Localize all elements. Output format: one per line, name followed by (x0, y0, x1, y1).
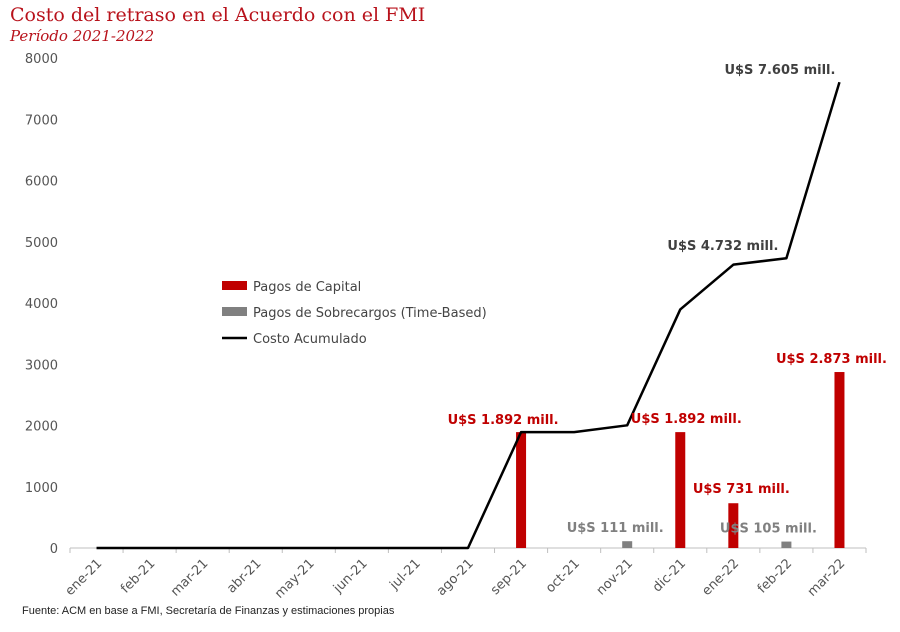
y-tick-label: 1000 (25, 481, 58, 496)
surcharge-bar (622, 541, 633, 548)
data-label: U$S 1.892 mill. (448, 413, 559, 428)
data-label: U$S 1.892 mill. (631, 412, 742, 427)
data-label: U$S 7.605 mill. (724, 63, 835, 78)
data-label: U$S 2.873 mill. (776, 352, 887, 367)
x-tick-label: mar-21 (168, 556, 211, 599)
legend-swatch (222, 307, 247, 316)
x-tick-label: nov-21 (594, 556, 636, 598)
capital-bar (834, 372, 845, 548)
x-tick-label: mar-22 (805, 556, 848, 599)
y-tick-label: 2000 (25, 420, 58, 435)
capital-bar (728, 503, 739, 548)
data-label: U$S 731 mill. (693, 482, 790, 497)
legend-swatch (222, 281, 247, 290)
x-tick-label: jun-21 (330, 556, 371, 597)
y-tick-label: 4000 (25, 297, 58, 312)
y-tick-label: 3000 (25, 358, 58, 373)
surcharge-bar (781, 541, 792, 548)
x-tick-label: ago-21 (434, 556, 477, 599)
chart-title: Costo del retraso en el Acuerdo con el F… (10, 4, 426, 26)
capital-bar (516, 432, 527, 548)
x-tick-label: ene-22 (699, 556, 742, 599)
x-tick-label: feb-22 (755, 556, 795, 596)
x-tick-label: ene-21 (63, 556, 106, 599)
y-tick-label: 8000 (25, 52, 58, 67)
data-label: U$S 105 mill. (720, 522, 817, 537)
source-note: Fuente: ACM en base a FMI, Secretaría de… (22, 605, 395, 617)
x-tick-label: jul-21 (386, 556, 423, 593)
y-tick-label: 7000 (25, 113, 58, 128)
x-tick-label: abr-21 (224, 556, 264, 596)
x-tick-label: dic-21 (650, 556, 689, 595)
capital-bar (675, 432, 686, 548)
data-label: U$S 111 mill. (567, 521, 664, 536)
x-tick-label: sep-21 (488, 556, 530, 598)
x-tick-label: oct-21 (543, 556, 583, 596)
data-label: U$S 4.732 mill. (667, 239, 778, 254)
legend-label: Pagos de Capital (253, 280, 361, 295)
y-tick-label: 5000 (25, 236, 58, 251)
x-tick-label: feb-21 (118, 556, 158, 596)
cumulative-cost-line (96, 81, 841, 550)
x-tick-label: may-21 (272, 556, 317, 601)
legend-label: Pagos de Sobrecargos (Time-Based) (253, 306, 487, 321)
y-tick-label: 0 (50, 542, 58, 557)
legend-label: Costo Acumulado (253, 332, 367, 347)
y-tick-label: 6000 (25, 175, 58, 190)
chart-subtitle: Período 2021-2022 (10, 27, 155, 45)
